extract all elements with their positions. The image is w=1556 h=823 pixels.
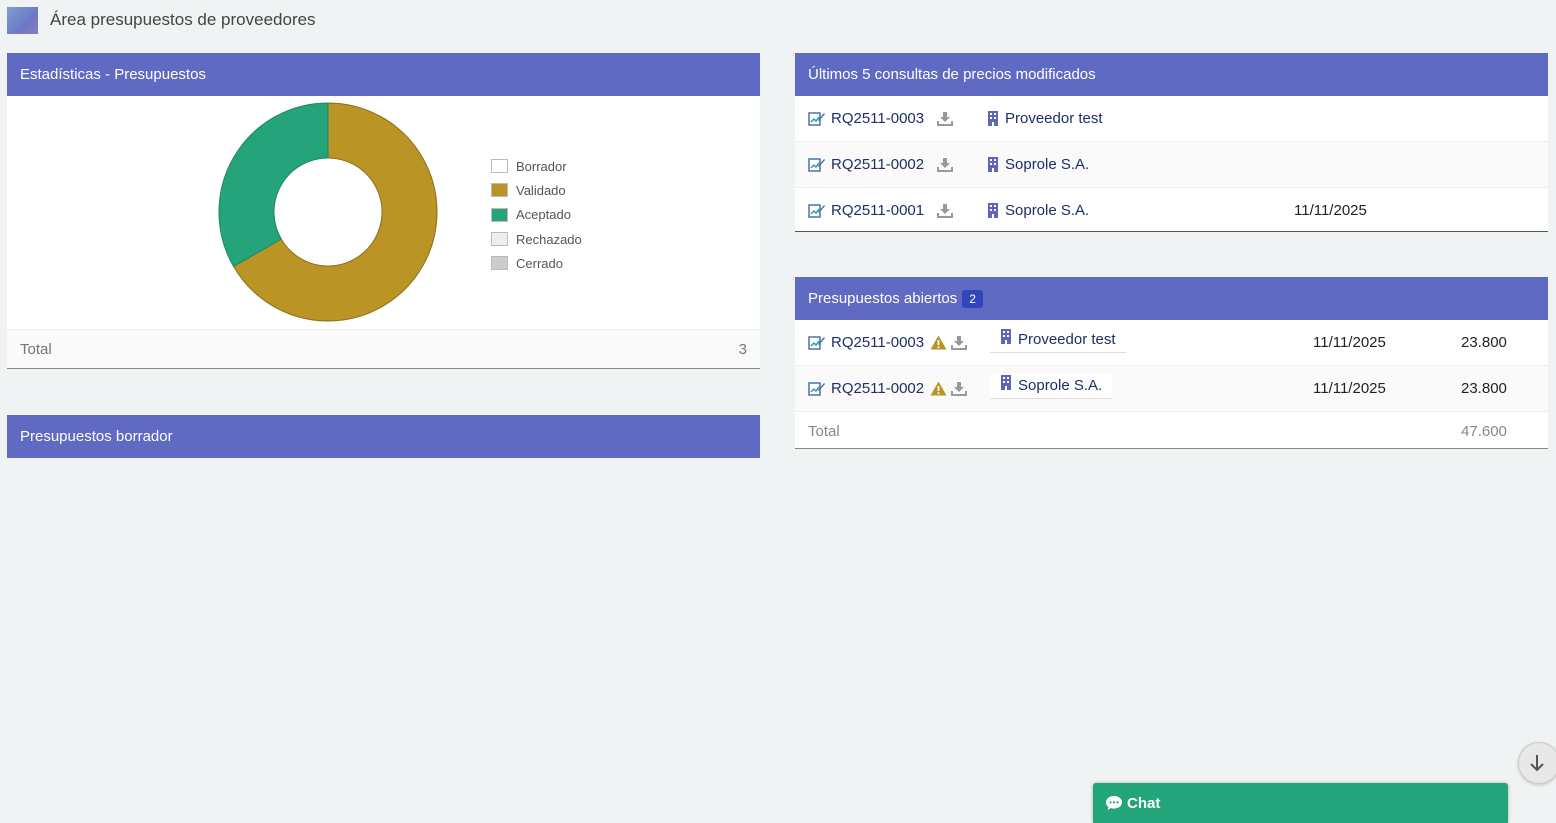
legend-item-validado: Validado — [491, 178, 582, 202]
legend-item-aceptado: Aceptado — [491, 203, 582, 227]
document-edit-icon — [808, 158, 825, 172]
recent-ref-cell: RQ2511-0003 — [808, 96, 954, 141]
open-date: 11/11/2025 — [1313, 380, 1386, 397]
legend-swatch — [491, 207, 508, 222]
recent-supplier-link[interactable]: Soprole S.A. — [1005, 202, 1090, 219]
document-edit-icon — [808, 336, 825, 350]
draft-panel-header[interactable]: Presupuestos borrador — [7, 415, 760, 458]
page-header: Área presupuestos de proveedores — [7, 6, 316, 34]
legend-label: Cerrado — [516, 255, 563, 271]
recent-ref-link[interactable]: RQ2511-0003 — [831, 110, 925, 127]
recent-requests-panel: Últimos 5 consultas de precios modificad… — [795, 53, 1548, 234]
open-supplier-cell: Soprole S.A. — [990, 366, 1113, 411]
arrow-down-icon — [1530, 755, 1544, 772]
donut-slice-aceptado — [218, 102, 329, 268]
chat-bubble-icon — [1106, 796, 1122, 810]
legend-item-rechazado: Rechazado — [491, 227, 582, 251]
recent-panel-header: Últimos 5 consultas de precios modificad… — [795, 53, 1548, 96]
open-panel-header[interactable]: Presupuestos abiertos 2 — [795, 277, 1548, 320]
recent-list: RQ2511-0003 Proveedor test RQ2511-0002 Sopr… — [795, 96, 1548, 234]
legend-item-borrador: Borrador — [491, 154, 582, 178]
chart-area: Borrador Validado Aceptado Rechazado Cerrado — [7, 96, 760, 329]
legend-label: Rechazado — [516, 231, 582, 247]
donut-slice-validado — [232, 102, 438, 322]
warning-icon — [930, 335, 947, 350]
download-icon[interactable] — [951, 335, 968, 350]
chart-legend: Borrador Validado Aceptado Rechazado Cerrado — [491, 154, 582, 275]
draft-panel-title: Presupuestos borrador — [20, 428, 173, 445]
building-icon — [988, 111, 998, 126]
open-panel-title: Presupuestos abiertos — [808, 290, 958, 307]
recent-supplier-link[interactable]: Proveedor test — [1005, 110, 1103, 127]
open-count-badge: 2 — [962, 289, 983, 308]
recent-row: RQ2511-0003 Proveedor test — [795, 96, 1548, 142]
legend-label: Validado — [516, 182, 566, 198]
recent-row: RQ2511-0002 Soprole S.A. — [795, 142, 1548, 188]
download-icon[interactable] — [937, 157, 954, 172]
chat-bar[interactable]: Chat — [1093, 783, 1508, 823]
open-supplier-box: Soprole S.A. — [990, 372, 1113, 399]
stats-total-label: Total — [20, 340, 52, 358]
download-icon[interactable] — [937, 203, 954, 218]
open-total-row: Total 47.600 — [795, 412, 1548, 450]
module-icon — [7, 6, 38, 34]
open-list: RQ2511-0003 Proveedor test 11/11/2025 23.80… — [795, 320, 1548, 412]
open-ref-link[interactable]: RQ2511-0003 — [831, 334, 925, 351]
open-ref-cell: RQ2511-0003 — [808, 320, 968, 365]
warning-icon — [930, 381, 947, 396]
draft-panel: Presupuestos borrador — [7, 415, 760, 458]
legend-swatch — [491, 183, 508, 198]
recent-supplier-link[interactable]: Soprole S.A. — [1005, 156, 1090, 173]
open-row: RQ2511-0003 Proveedor test 11/11/2025 23.80… — [795, 320, 1548, 366]
recent-ref-cell: RQ2511-0002 — [808, 142, 954, 187]
recent-ref-link[interactable]: RQ2511-0001 — [831, 202, 925, 219]
recent-supplier-cell: Soprole S.A. — [987, 188, 1089, 233]
document-edit-icon — [808, 112, 825, 126]
open-ref-link[interactable]: RQ2511-0002 — [831, 380, 925, 397]
open-row: RQ2511-0002 Soprole S.A. 11/11/2025 23.800 — [795, 366, 1548, 412]
recent-row: RQ2511-0001 Soprole S.A. 11/11/2025 — [795, 188, 1548, 234]
recent-ref-link[interactable]: RQ2511-0002 — [831, 156, 925, 173]
recent-panel-title: Últimos 5 consultas de precios modificad… — [808, 66, 1096, 83]
open-total-label: Total — [808, 422, 840, 440]
stats-panel-title: Estadísticas - Presupuestos — [20, 66, 206, 83]
open-ref-cell: RQ2511-0002 — [808, 366, 968, 411]
open-amount: 23.800 — [1461, 334, 1507, 351]
recent-supplier-cell: Soprole S.A. — [987, 142, 1089, 187]
building-icon — [988, 203, 998, 218]
stats-total-row: Total 3 — [7, 329, 760, 368]
recent-ref-cell: RQ2511-0001 — [808, 188, 954, 233]
stats-total-value: 3 — [738, 340, 747, 358]
page-title: Área presupuestos de proveedores — [50, 10, 316, 29]
document-edit-icon — [808, 204, 825, 218]
legend-label: Aceptado — [516, 207, 571, 223]
open-supplier-link[interactable]: Proveedor test — [1018, 330, 1116, 348]
open-quotes-panel: Presupuestos abiertos 2 RQ2511-0003 Prove… — [795, 277, 1548, 449]
building-icon — [1001, 374, 1011, 390]
recent-date: 11/11/2025 — [1294, 202, 1367, 219]
legend-swatch — [491, 232, 508, 247]
donut-chart — [218, 102, 438, 322]
building-icon — [988, 157, 998, 172]
stats-panel: Estadísticas - Presupuestos Borrador Vali… — [7, 53, 760, 369]
open-amount: 23.800 — [1461, 380, 1507, 397]
download-icon[interactable] — [951, 381, 968, 396]
legend-label: Borrador — [516, 158, 567, 174]
stats-panel-header: Estadísticas - Presupuestos — [7, 53, 760, 96]
scroll-down-button[interactable] — [1518, 742, 1556, 784]
legend-swatch — [491, 159, 508, 174]
chat-label: Chat — [1127, 794, 1161, 812]
download-icon[interactable] — [937, 111, 954, 126]
open-supplier-box: Proveedor test — [990, 326, 1126, 353]
open-supplier-cell: Proveedor test — [990, 320, 1126, 365]
open-supplier-link[interactable]: Soprole S.A. — [1018, 376, 1103, 394]
legend-item-cerrado: Cerrado — [491, 251, 582, 275]
document-edit-icon — [808, 382, 825, 396]
recent-supplier-cell: Proveedor test — [987, 96, 1103, 141]
open-total-value: 47.600 — [1461, 422, 1507, 440]
building-icon — [1001, 328, 1011, 344]
legend-swatch — [491, 256, 508, 271]
open-date: 11/11/2025 — [1313, 334, 1386, 351]
